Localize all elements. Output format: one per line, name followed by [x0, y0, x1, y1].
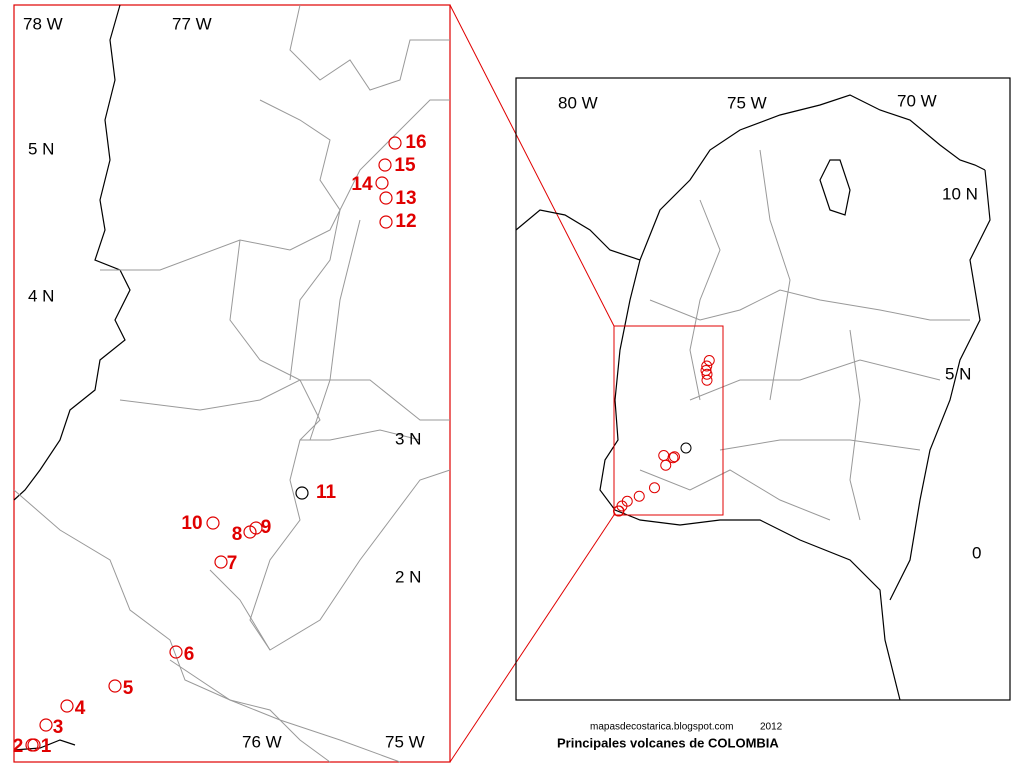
coordinate-label: 78 W [23, 14, 63, 33]
volcano-label: 3 [53, 717, 64, 738]
overview-volcano-marker [701, 374, 713, 386]
overview-volcano-marker [700, 365, 712, 376]
volcano-marker [39, 718, 53, 732]
coordinate-label: 3 N [395, 429, 421, 448]
coordinate-label: 76 W [242, 732, 282, 751]
coordinate-label: 4 N [28, 286, 54, 305]
volcano-label: 10 [181, 513, 202, 534]
volcano-label: 2 [13, 736, 24, 757]
coordinate-label: 75 W [727, 93, 767, 112]
volcano-label: 12 [395, 211, 416, 232]
volcano-label: 7 [227, 553, 238, 574]
volcano-label: 8 [232, 524, 243, 545]
volcano-label: 9 [261, 517, 272, 538]
coordinate-label: 2 N [395, 567, 421, 586]
overview-geography [515, 94, 991, 701]
volcano-label: 15 [394, 155, 416, 176]
volcano-marker [388, 136, 402, 150]
volcano-label: 16 [405, 132, 426, 153]
connector-line [449, 514, 615, 763]
coordinate-label: 77 W [172, 14, 212, 33]
credit-site: mapasdecostarica.blogspot.com [590, 722, 733, 733]
volcano-label: 14 [351, 174, 373, 195]
coordinate-label: 0 [972, 543, 981, 562]
volcano-marker [295, 486, 309, 500]
overview-volcano-marker [649, 482, 660, 494]
volcano-marker [249, 521, 263, 535]
volcano-marker [214, 555, 228, 569]
overview-volcano-marker [701, 360, 713, 372]
credit-year: 2012 [760, 722, 783, 733]
coordinate-label: 5 N [945, 364, 971, 383]
volcano-marker [379, 191, 393, 205]
coordinate-label: 80 W [558, 93, 598, 112]
connector-line [449, 4, 615, 327]
volcano-label: 6 [184, 644, 195, 665]
volcano-marker [206, 516, 220, 530]
map-title: Principales volcanes de COLOMBIA [557, 735, 779, 750]
volcano-label: 4 [75, 698, 86, 719]
volcano-label: 11 [316, 482, 337, 503]
volcano-marker [378, 158, 392, 172]
volcano-marker [379, 215, 393, 229]
inset-outline [613, 325, 724, 516]
overview-volcano-marker [669, 451, 680, 463]
volcano-label: 5 [123, 678, 134, 699]
coordinate-label: 10 N [942, 184, 978, 203]
volcano-marker [25, 738, 39, 752]
coordinate-label: 75 W [385, 732, 425, 751]
overview-volcano-marker [680, 442, 692, 454]
overview-frame [515, 77, 1011, 701]
volcano-marker [60, 699, 74, 713]
volcano-marker [108, 679, 122, 693]
volcano-marker [375, 176, 389, 190]
volcano-label: 1 [41, 736, 52, 757]
coordinate-label: 5 N [28, 139, 54, 158]
overview-volcano-marker [703, 355, 715, 366]
inset-geography [13, 4, 451, 763]
overview-volcano-marker [633, 490, 645, 502]
coordinate-label: 70 W [897, 91, 937, 110]
volcano-marker [169, 645, 183, 659]
volcano-label: 13 [395, 188, 416, 209]
inset-frame [13, 4, 451, 763]
overview-volcano-marker [621, 495, 633, 507]
overview-volcano-marker [658, 450, 670, 461]
